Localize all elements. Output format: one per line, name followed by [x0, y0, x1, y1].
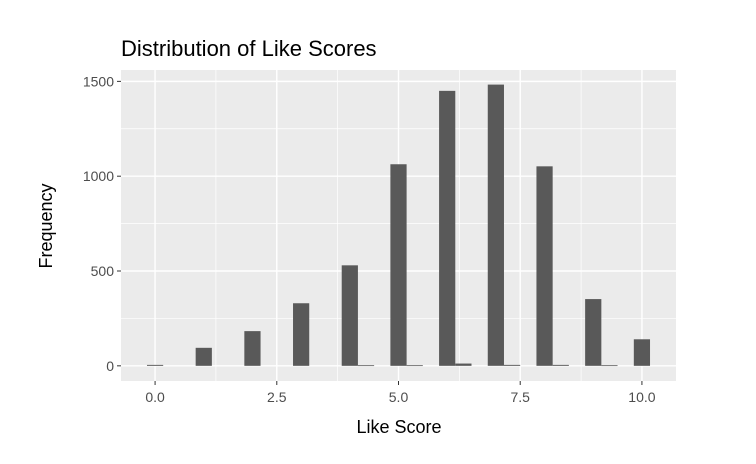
y-tick-label: 500: [91, 263, 115, 279]
histogram-bar: [357, 365, 375, 367]
histogram-bar: [552, 364, 569, 366]
x-tick-label: 5.0: [389, 389, 409, 405]
histogram-bar: [341, 265, 358, 366]
histogram-bar: [601, 365, 618, 367]
x-tick-label: 7.5: [510, 389, 530, 405]
histogram-bars: [146, 84, 651, 367]
histogram-bar: [439, 90, 456, 366]
histogram-bar: [293, 303, 310, 366]
histogram-bar: [503, 364, 521, 366]
histogram-bar: [536, 166, 553, 366]
histogram-bar: [406, 365, 423, 367]
x-axis: 0.0 2.5 5.0 7.5 10.0: [145, 381, 656, 405]
y-tick-label: 0: [106, 358, 114, 374]
y-tick-label: 1000: [83, 168, 114, 184]
histogram-bar: [585, 299, 602, 366]
y-axis-title: Frequency: [36, 183, 56, 268]
histogram-bar: [244, 331, 261, 366]
histogram-bar: [390, 164, 407, 366]
chart-title: Distribution of Like Scores: [121, 36, 377, 61]
histogram-bar: [195, 347, 212, 366]
x-axis-title: Like Score: [356, 417, 441, 437]
histogram-bar: [455, 363, 472, 366]
x-tick-label: 0.0: [145, 389, 165, 405]
x-tick-label: 2.5: [267, 389, 287, 405]
histogram-bar: [146, 364, 164, 366]
y-axis: 0 500 1000 1500: [83, 73, 121, 374]
y-tick-label: 1500: [83, 73, 114, 89]
histogram-bar: [487, 84, 504, 366]
histogram-bar: [633, 339, 651, 366]
x-tick-label: 10.0: [628, 389, 655, 405]
